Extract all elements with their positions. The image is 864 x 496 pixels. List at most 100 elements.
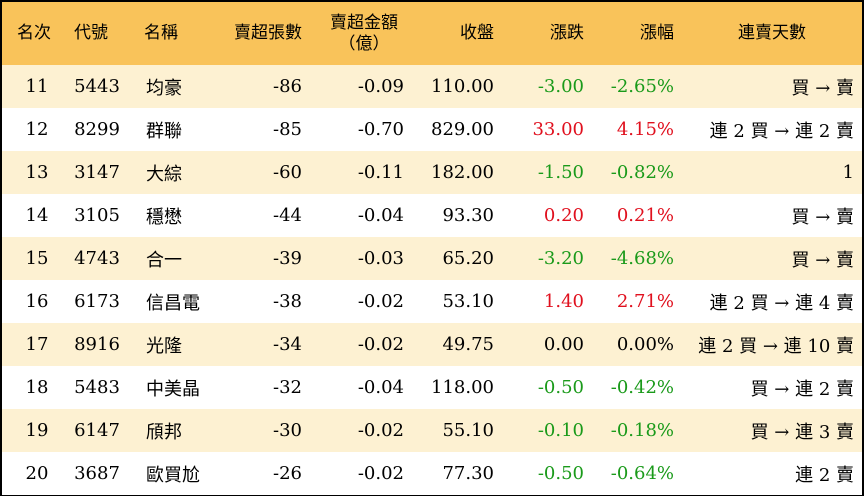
- pct-cell: -4.68%: [610, 248, 674, 269]
- sell-lots-cell: -85: [273, 119, 302, 140]
- name-cell: 頎邦: [146, 421, 182, 443]
- streak-cell: 連 2 買 → 連 4 賣: [709, 292, 854, 314]
- table-row[interactable]: 15 4743 合一 -39 -0.03 65.20 -3.20 -4.68% 買 → 賣: [2, 237, 862, 280]
- sell-lots-cell: -39: [273, 248, 302, 269]
- streak-cell: 1: [842, 162, 854, 183]
- header-change: 漲跌: [550, 23, 584, 43]
- header-rank: 名次: [17, 23, 51, 43]
- table-row[interactable]: 18 5483 中美晶 -32 -0.04 118.00 -0.50 -0.42% 買 → 連 …: [2, 366, 862, 409]
- change-cell: -3.00: [537, 76, 584, 97]
- sell-amount-cell: -0.70: [357, 119, 404, 140]
- close-cell: 829.00: [431, 119, 494, 140]
- table-row[interactable]: 11 5443 均豪 -86 -0.09 110.00 -3.00 -2.65% 買 → 賣: [2, 65, 862, 108]
- pct-cell: -0.82%: [610, 162, 674, 183]
- code-cell: 6173: [74, 291, 120, 312]
- rank-cell: 20: [25, 463, 49, 484]
- sell-amount-cell: -0.03: [357, 248, 404, 269]
- change-cell: 0.00: [543, 334, 584, 355]
- code-cell: 8916: [74, 334, 120, 355]
- streak-cell: 買 → 賣: [791, 249, 854, 271]
- header-close: 收盤: [460, 23, 494, 43]
- close-cell: 110.00: [431, 76, 494, 97]
- pct-cell: -0.18%: [610, 420, 674, 441]
- rank-cell: 12: [25, 119, 49, 140]
- change-cell: -3.20: [537, 248, 584, 269]
- sell-amount-cell: -0.11: [357, 162, 404, 183]
- code-cell: 3105: [74, 205, 120, 226]
- sell-lots-cell: -26: [273, 463, 302, 484]
- streak-cell: 買 → 連 2 賣: [750, 378, 854, 400]
- sell-amount-cell: -0.09: [357, 76, 404, 97]
- header-name: 名稱: [144, 23, 178, 43]
- streak-cell: 買 → 連 3 賣: [750, 421, 854, 443]
- header-code: 代號: [74, 23, 108, 43]
- table-row[interactable]: 19 6147 頎邦 -30 -0.02 55.10 -0.10 -0.18% 買 → 連 3 …: [2, 409, 862, 452]
- rank-cell: 19: [25, 420, 49, 441]
- change-cell: 0.20: [543, 205, 584, 226]
- change-cell: 33.00: [532, 119, 584, 140]
- code-cell: 6147: [74, 420, 120, 441]
- rank-cell: 13: [25, 162, 49, 183]
- pct-cell: -2.65%: [610, 76, 674, 97]
- table-header: 名次 代號 名稱 賣超張數 賣超金額 （億） 收盤 漲跌 漲幅 連賣天數: [2, 2, 862, 65]
- streak-cell: 買 → 賣: [791, 206, 854, 228]
- streak-cell: 連 2 買 → 連 2 賣: [709, 120, 854, 142]
- table-row[interactable]: 17 8916 光隆 -34 -0.02 49.75 0.00 0.00% 連 2 買 → 連 …: [2, 323, 862, 366]
- streak-cell: 連 2 買 → 連 10 賣: [698, 335, 854, 357]
- sell-lots-cell: -44: [273, 205, 302, 226]
- code-cell: 4743: [74, 248, 120, 269]
- pct-cell: 0.00%: [616, 334, 674, 355]
- table-row[interactable]: 20 3687 歐買尬 -26 -0.02 77.30 -0.50 -0.64% 連 2 賣: [2, 452, 862, 495]
- name-cell: 歐買尬: [146, 464, 200, 486]
- pct-cell: 0.21%: [616, 205, 674, 226]
- streak-cell: 買 → 賣: [791, 77, 854, 99]
- pct-cell: 4.15%: [616, 119, 674, 140]
- sell-amount-cell: -0.04: [357, 377, 404, 398]
- rank-cell: 14: [25, 205, 49, 226]
- sell-amount-cell: -0.02: [357, 420, 404, 441]
- sell-lots-cell: -32: [273, 377, 302, 398]
- sell-amount-cell: -0.02: [357, 334, 404, 355]
- close-cell: 55.10: [442, 420, 494, 441]
- code-cell: 3687: [74, 463, 120, 484]
- pct-cell: -0.42%: [610, 377, 674, 398]
- sell-lots-cell: -34: [273, 334, 302, 355]
- sell-lots-cell: -30: [273, 420, 302, 441]
- name-cell: 群聯: [146, 120, 182, 142]
- rank-cell: 16: [25, 291, 49, 312]
- table-row[interactable]: 14 3105 穩懋 -44 -0.04 93.30 0.20 0.21% 買 → 賣: [2, 194, 862, 237]
- name-cell: 光隆: [146, 335, 182, 357]
- name-cell: 穩懋: [146, 206, 182, 228]
- sell-amount-cell: -0.04: [357, 205, 404, 226]
- pct-cell: 2.71%: [616, 291, 674, 312]
- header-sell-lots: 賣超張數: [234, 23, 302, 43]
- rank-cell: 11: [25, 76, 49, 97]
- change-cell: -1.50: [537, 162, 584, 183]
- sell-lots-cell: -60: [273, 162, 302, 183]
- change-cell: -0.50: [537, 463, 584, 484]
- name-cell: 信昌電: [146, 292, 200, 314]
- header-sell-amount-line1: 賣超金額: [330, 12, 398, 33]
- close-cell: 49.75: [442, 334, 494, 355]
- name-cell: 大綜: [146, 163, 182, 185]
- table-row[interactable]: 12 8299 群聯 -85 -0.70 829.00 33.00 4.15% 連 2 買 → …: [2, 108, 862, 151]
- table-row[interactable]: 13 3147 大綜 -60 -0.11 182.00 -1.50 -0.82% 1: [2, 151, 862, 194]
- code-cell: 5483: [74, 377, 120, 398]
- sell-amount-cell: -0.02: [357, 463, 404, 484]
- code-cell: 8299: [74, 119, 120, 140]
- sell-amount-cell: -0.02: [357, 291, 404, 312]
- header-streak: 連賣天數: [738, 23, 806, 43]
- change-cell: 1.40: [543, 291, 584, 312]
- pct-cell: -0.64%: [610, 463, 674, 484]
- sell-lots-cell: -38: [273, 291, 302, 312]
- code-cell: 3147: [74, 162, 120, 183]
- change-cell: -0.10: [537, 420, 584, 441]
- header-pct: 漲幅: [640, 23, 674, 43]
- rank-cell: 17: [25, 334, 49, 355]
- table-row[interactable]: 16 6173 信昌電 -38 -0.02 53.10 1.40 2.71% 連 2 買 → 連…: [2, 280, 862, 323]
- close-cell: 182.00: [431, 162, 494, 183]
- change-cell: -0.50: [537, 377, 584, 398]
- close-cell: 118.00: [431, 377, 494, 398]
- code-cell: 5443: [74, 76, 120, 97]
